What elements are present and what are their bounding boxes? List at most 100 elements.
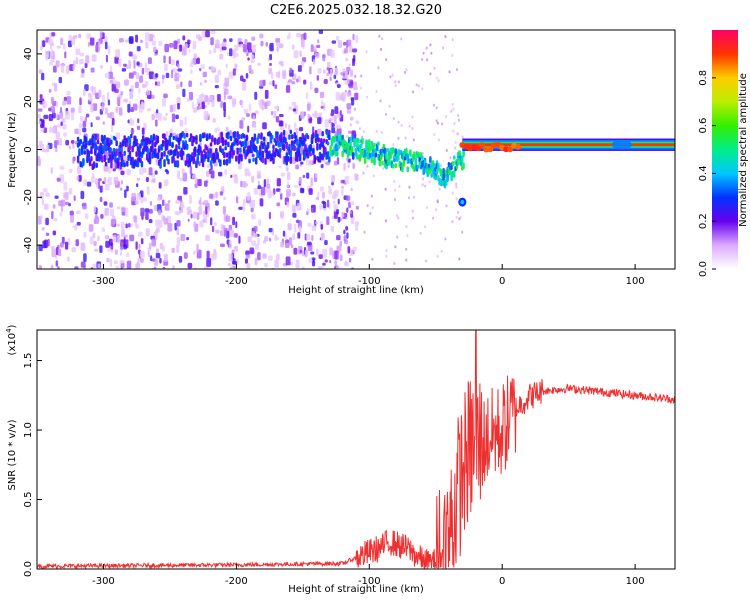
noise-blob (113, 260, 118, 265)
noise-blob (276, 202, 281, 207)
noise-blob (323, 78, 328, 84)
ridge-blob (205, 146, 209, 151)
noise-blob (341, 211, 345, 218)
noise-blob (110, 218, 115, 227)
noise-blob (54, 83, 58, 92)
noise-blob (112, 234, 118, 243)
noise-blob (199, 82, 203, 86)
noise-blob (104, 73, 110, 79)
ridge-blob (257, 134, 261, 139)
noise-blob (202, 71, 207, 78)
noise-blob (437, 138, 440, 142)
noise-blob (177, 63, 180, 69)
noise-blob (81, 68, 85, 74)
noise-blob (303, 79, 307, 85)
x-tick-label: -300 (92, 276, 115, 287)
noise-blob (385, 58, 388, 62)
noise-blob (344, 260, 347, 264)
noise-blob (282, 230, 286, 237)
noise-blob (210, 30, 216, 34)
ridge-blob (367, 139, 371, 147)
noise-blob (99, 196, 103, 203)
ridge-blob (260, 132, 263, 140)
noise-blob (161, 98, 166, 107)
noise-blob (350, 201, 355, 206)
ridge-blob (224, 146, 227, 151)
snr-scale-exponent: 4 (5, 328, 13, 333)
noise-blob (165, 131, 169, 137)
noise-blob (344, 182, 347, 186)
noise-blob (457, 132, 460, 136)
noise-blob (440, 249, 443, 253)
noise-blob (246, 42, 252, 51)
noise-blob (71, 36, 76, 46)
noise-blob (159, 257, 162, 264)
noise-blob (322, 54, 326, 62)
noise-blob (196, 98, 200, 105)
noise-blob (241, 101, 244, 109)
noise-blob (445, 204, 448, 208)
y-tick-label: 40 (23, 48, 34, 61)
noise-blob (252, 115, 256, 120)
noise-blob (248, 202, 252, 207)
noise-blob (336, 235, 341, 241)
noise-blob (177, 195, 183, 201)
noise-blob (215, 229, 220, 234)
noise-blob (352, 48, 358, 53)
noise-blob (342, 41, 347, 46)
noise-blob (153, 46, 157, 53)
noise-blob (436, 121, 439, 125)
ridge-blob (82, 158, 85, 167)
noise-blob (259, 33, 264, 39)
ridge-blob (216, 153, 219, 160)
noise-blob (215, 191, 219, 199)
noise-blob (104, 235, 110, 240)
noise-blob (344, 70, 349, 79)
ridge-blob (429, 156, 432, 163)
noise-blob (104, 107, 108, 115)
noise-blob (63, 42, 66, 50)
noise-blob (274, 259, 279, 268)
noise-blob (80, 261, 86, 268)
noise-blob (67, 237, 71, 246)
noise-blob (148, 218, 153, 224)
noise-blob (294, 184, 298, 188)
noise-blob (243, 183, 248, 187)
noise-blob (68, 168, 73, 173)
noise-blob (114, 249, 118, 255)
ridge-blob (215, 148, 218, 154)
noise-blob (298, 176, 302, 185)
noise-blob (262, 122, 267, 130)
ridge-blob (193, 146, 197, 152)
noise-blob (313, 46, 317, 52)
noise-blob (336, 124, 341, 130)
noise-blob (293, 50, 299, 59)
noise-blob (288, 237, 293, 246)
noise-blob (120, 241, 124, 250)
noise-blob (184, 116, 187, 126)
noise-blob (75, 48, 81, 56)
ridge-blob (266, 141, 270, 149)
noise-blob (40, 143, 45, 152)
noise-blob (254, 110, 259, 115)
ridge-blob (172, 135, 176, 141)
noise-blob (220, 243, 225, 248)
noise-blob (334, 250, 339, 260)
ridge-blob (385, 152, 388, 161)
noise-blob (408, 124, 411, 128)
noise-blob (290, 244, 294, 249)
noise-blob (247, 125, 250, 133)
noise-blob (201, 30, 206, 38)
colorbar: 0.0 0.2 0.4 0.6 0.8 Normalized spectral ampl… (698, 30, 749, 277)
noise-blob (280, 61, 284, 67)
noise-blob (169, 43, 174, 48)
noise-blob (45, 217, 49, 226)
noise-blob (161, 199, 165, 207)
ridge-blob (115, 148, 118, 157)
noise-blob (189, 194, 192, 204)
noise-blob (229, 48, 233, 57)
ridge-blob (163, 150, 166, 157)
noise-blob (262, 240, 266, 244)
noise-blob (78, 105, 82, 114)
noise-blob (251, 175, 255, 183)
